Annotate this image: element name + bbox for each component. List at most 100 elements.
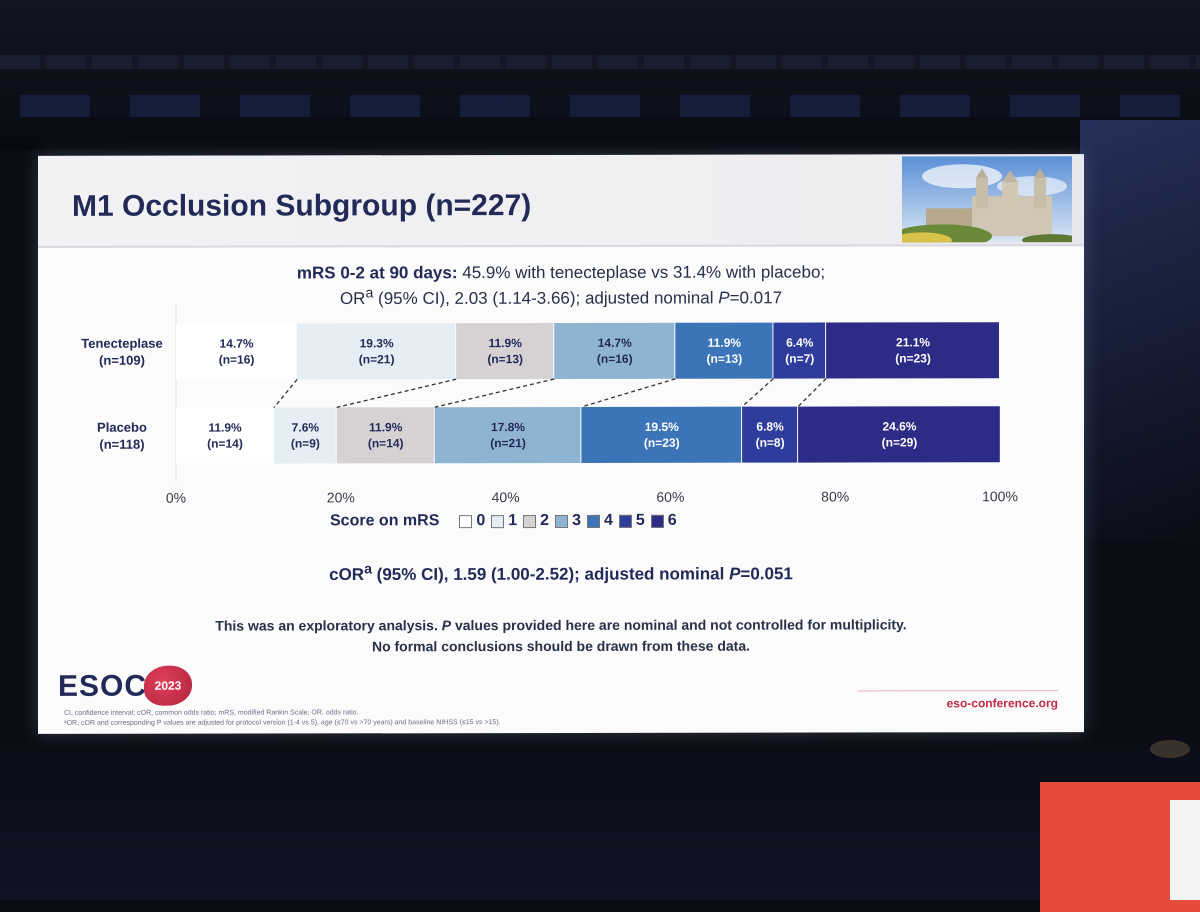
bar-label-n-0-6: (n=23) — [895, 351, 931, 365]
room-floor — [0, 750, 1200, 900]
cor-superscript: a — [364, 561, 372, 578]
lyon-basilica-image — [902, 156, 1072, 243]
legend-swatch-3 — [555, 514, 569, 528]
legend-swatch-0 — [459, 514, 473, 528]
x-tick-1: 20% — [327, 489, 355, 505]
bar-label-pct-0-2: 11.9% — [489, 336, 523, 350]
room-ceiling — [0, 0, 1200, 150]
legend-swatch-2 — [523, 514, 537, 528]
bar-label-n-1-1: (n=9) — [291, 436, 320, 450]
legend-swatch-4 — [586, 514, 600, 528]
projected-slide: M1 Occlusion Subgroup (n=227) — [38, 154, 1084, 734]
legend-item-0: 0 — [459, 512, 485, 530]
legend-swatch-6 — [650, 514, 664, 528]
footnote-adjustment: ᵃOR, cOR and corresponding P values are … — [64, 719, 501, 727]
title-bar: M1 Occlusion Subgroup (n=227) — [38, 154, 1084, 248]
footnote-abbreviations: CI, confidence interval; cOR, common odd… — [64, 709, 359, 717]
bar-label-pct-0-5: 6.4% — [786, 336, 814, 350]
conference-url: eso-conference.org — [946, 696, 1058, 711]
bar-label-n-0-5: (n=7) — [785, 352, 814, 366]
x-tick-4: 80% — [821, 488, 849, 504]
connector-2 — [336, 378, 457, 409]
legend-label-5: 5 — [635, 511, 645, 529]
bar-0-mrs-2 — [456, 323, 554, 380]
bar-label-n-1-6: (n=29) — [882, 435, 918, 449]
esoc-logo-text: ESOC — [58, 669, 148, 703]
bar-label-pct-0-0: 14.7% — [220, 337, 254, 351]
bar-1-mrs-0 — [176, 407, 274, 464]
row-label-n-1: (n=118) — [99, 437, 144, 452]
x-tick-2: 40% — [492, 489, 520, 505]
cor-label: cOR — [329, 564, 365, 585]
legend-item-2: 2 — [523, 512, 549, 530]
bar-label-n-0-1: (n=21) — [359, 352, 395, 366]
ceiling-lights — [20, 95, 1180, 117]
bar-0-mrs-6 — [826, 322, 999, 379]
legend-label-0: 0 — [476, 512, 486, 530]
bar-label-pct-1-2: 11.9% — [369, 420, 403, 434]
bar-label-n-0-4: (n=13) — [707, 352, 743, 366]
cor-p-symbol: P — [729, 564, 741, 584]
connector-3 — [434, 378, 555, 408]
legend-item-1: 1 — [491, 512, 517, 530]
x-tick-5: 100% — [982, 488, 1018, 504]
bar-label-n-1-4: (n=23) — [644, 436, 680, 450]
row-label-n-0: (n=109) — [99, 353, 145, 368]
bar-label-n-1-5: (n=8) — [756, 436, 785, 450]
mrs-stacked-bar-chart: Tenecteplase (n=109) 14.7% (n=16) 19.3% (n=21… — [81, 305, 1018, 506]
bar-1-mrs-3 — [434, 406, 581, 464]
stage-lamp — [1150, 740, 1190, 758]
note-part-a: This was an exploratory analysis. — [215, 617, 442, 634]
bar-1-mrs-6 — [798, 406, 1000, 463]
note-p-symbol: P — [441, 617, 452, 634]
bar-label-pct-1-3: 17.8% — [491, 420, 525, 434]
bar-1-mrs-1 — [274, 407, 336, 464]
connector-4 — [581, 378, 676, 408]
cor-p-value: =0.051 — [740, 564, 793, 584]
legend-label-3: 3 — [572, 511, 581, 529]
legend-label-4: 4 — [603, 511, 613, 529]
legend-label-6: 6 — [667, 511, 677, 529]
bar-label-n-1-2: (n=14) — [368, 436, 404, 450]
room-wall-right — [1080, 120, 1200, 540]
legend-items: 0 1 2 3 4 5 6 — [459, 512, 682, 530]
bar-0-mrs-0 — [176, 323, 297, 380]
bar-label-pct-1-5: 6.8% — [756, 420, 784, 434]
bar-1-mrs-4 — [581, 406, 742, 463]
bar-label-pct-1-1: 7.6% — [292, 420, 320, 434]
bar-label-pct-1-4: 19.5% — [645, 420, 679, 434]
legend-item-3: 3 — [555, 512, 581, 530]
exploratory-note-line-2: No formal conclusions should be drawn fr… — [371, 637, 751, 655]
bar-label-n-1-3: (n=21) — [490, 436, 526, 450]
common-odds-ratio: cORa (95% CI), 1.59 (1.00-2.52); adjuste… — [38, 560, 1084, 585]
stage-panel-screen — [1170, 800, 1200, 900]
bar-label-n-0-2: (n=13) — [487, 352, 523, 366]
connector-5 — [741, 378, 774, 408]
bar-0-mrs-3 — [554, 322, 675, 380]
x-tick-0: 0% — [166, 490, 186, 506]
bar-label-n-1-0: (n=14) — [207, 437, 243, 451]
bar-label-pct-0-3: 14.7% — [598, 336, 632, 350]
x-tick-3: 60% — [656, 489, 684, 505]
legend-item-4: 4 — [586, 511, 613, 530]
legend-item-5: 5 — [618, 511, 645, 530]
connector-6 — [797, 378, 827, 408]
bar-1-mrs-2 — [336, 407, 434, 464]
bar-label-pct-0-1: 19.3% — [360, 336, 394, 350]
footer-divider — [858, 690, 1058, 692]
cor-value: (95% CI), 1.59 (1.00-2.52); adjusted nom… — [371, 564, 730, 584]
connector-1 — [273, 379, 298, 408]
legend-swatch-5 — [618, 514, 632, 528]
bar-0-mrs-4 — [675, 322, 773, 379]
bar-1-mrs-5 — [742, 406, 798, 463]
bar-label-pct-0-4: 11.9% — [708, 336, 742, 350]
ceiling-truss — [0, 55, 1200, 69]
legend-title: Score on mRS — [330, 512, 440, 530]
legend-swatch-1 — [491, 514, 505, 528]
legend-label-1: 1 — [508, 512, 518, 530]
bar-0-mrs-5 — [773, 322, 826, 379]
bar-label-pct-1-6: 24.6% — [882, 419, 916, 433]
bar-label-pct-1-0: 11.9% — [208, 421, 242, 435]
row-label-0: Tenecteplase — [81, 336, 162, 351]
bar-0-mrs-1 — [297, 323, 456, 380]
